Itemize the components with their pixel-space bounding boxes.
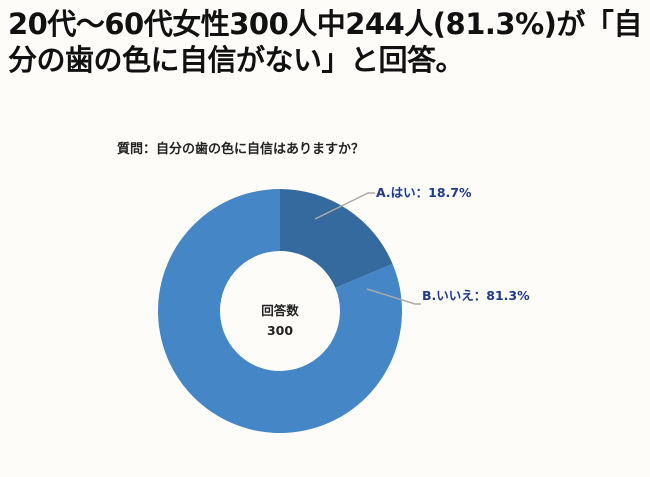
leader-line-a <box>314 192 375 220</box>
headline: 20代〜60代女性300人中244人(81.3%)が「自分の歯の色に自信がない」… <box>8 7 642 77</box>
center-value: 300 <box>267 323 293 338</box>
slice-label-b: B.いいえ：81.3% <box>422 288 530 303</box>
leader-line-b <box>366 288 421 305</box>
donut-slice-b <box>158 189 402 434</box>
chart-title: 質問：自分の歯の色に自信はありますか？ <box>117 142 365 157</box>
donut-slice-a <box>280 189 393 288</box>
slice-label-a: A.はい：18.7% <box>376 185 472 200</box>
center-label: 回答数 <box>261 303 299 318</box>
